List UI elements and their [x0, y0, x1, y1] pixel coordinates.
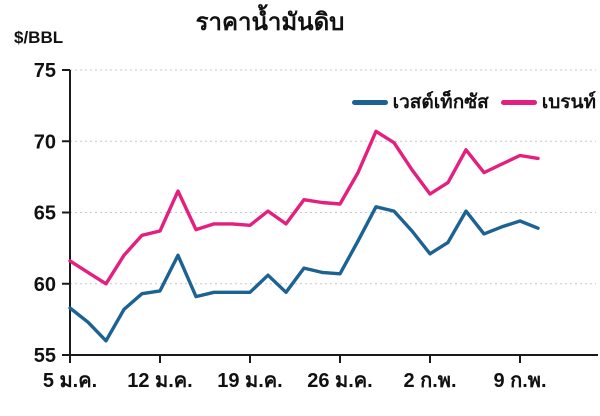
y-tick-label-60: 60 — [34, 274, 56, 296]
legend-swatch-brent-icon — [500, 99, 537, 105]
chart-title: ราคาน้ำมันดิบ — [195, 9, 345, 36]
legend-item-west-texas: เวสต์เท็กซัส — [351, 87, 489, 117]
y-tick-label-55: 55 — [34, 345, 56, 367]
y-tick-label-75: 75 — [34, 60, 56, 82]
legend-swatch-west-texas-icon — [351, 99, 388, 105]
x-tick-label-1: 12 ม.ค. — [127, 370, 192, 392]
x-tick-label-0: 5 ม.ค. — [43, 370, 97, 392]
series-line-west-texas — [68, 205, 540, 343]
x-tick-label-2: 19 ม.ค. — [217, 370, 282, 392]
legend: เวสต์เท็กซัส เบรนท์ — [351, 87, 596, 117]
y-tick-label-65: 65 — [34, 203, 56, 225]
x-tick-label-5: 9 ก.พ. — [493, 370, 546, 392]
x-tick-label-3: 26 ม.ค. — [307, 370, 372, 392]
x-tick-label-4: 2 ก.พ. — [403, 370, 456, 392]
y-tick-label-70: 70 — [34, 131, 56, 153]
series-line-brent — [68, 129, 540, 286]
legend-label-west-texas: เวสต์เท็กซัส — [392, 92, 489, 113]
legend-item-brent: เบรนท์ — [500, 87, 596, 117]
legend-label-brent: เบรนท์ — [541, 92, 596, 113]
y-axis-unit-label: $/BBL — [14, 28, 64, 47]
